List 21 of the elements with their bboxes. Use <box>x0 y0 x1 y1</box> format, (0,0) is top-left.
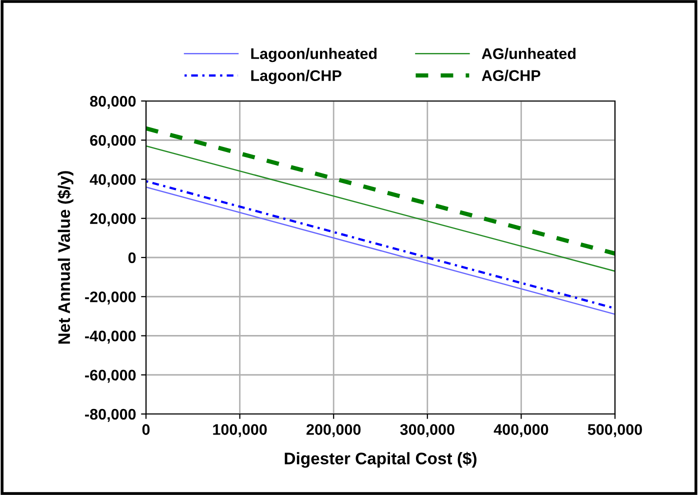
y-tick-label: 40,000 <box>90 174 136 188</box>
y-tick-label: 60,000 <box>90 134 136 148</box>
y-axis-title: Net Annual Value ($/y) <box>58 171 74 344</box>
x-tick-label: 300,000 <box>400 424 454 438</box>
legend-label: Lagoon/CHP <box>251 70 342 84</box>
y-tick-label: 20,000 <box>90 213 136 226</box>
legend-label: Lagoon/unheated <box>251 48 377 62</box>
x-tick-label: 0 <box>142 424 150 435</box>
y-tick-label: -80,000 <box>85 408 136 422</box>
x-tick-label: 200,000 <box>306 424 361 438</box>
legend-label: AG/CHP <box>482 70 540 82</box>
x-tick-label: 400,000 <box>494 424 548 438</box>
y-tick-label: -40,000 <box>85 330 136 344</box>
y-tick-label: -20,000 <box>85 291 136 305</box>
x-axis-title: Digester Capital Cost ($) <box>284 452 476 468</box>
y-tick-label: 0 <box>128 252 136 264</box>
legend-label: AG/unheated <box>482 48 576 60</box>
y-tick-label: 80,000 <box>90 96 136 109</box>
x-tick-label: 100,000 <box>213 424 267 438</box>
y-tick-label: -60,000 <box>85 370 136 383</box>
x-tick-label: 500,000 <box>588 424 642 438</box>
